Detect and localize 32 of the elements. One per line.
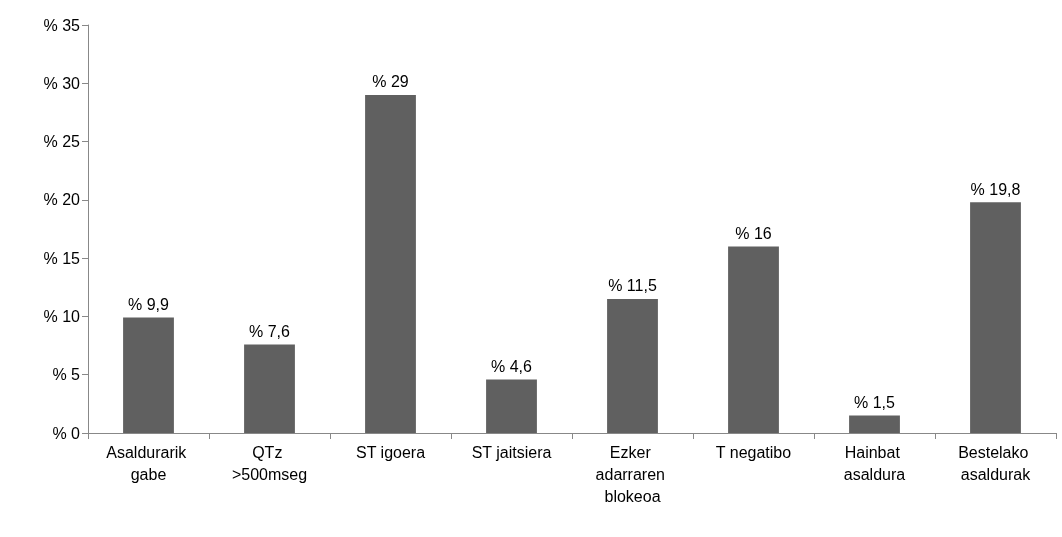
bar (365, 94, 416, 433)
bar (728, 246, 779, 433)
data-label: % 1,5 (854, 394, 896, 412)
data-label: % 19,8 (970, 180, 1021, 198)
x-tick-label: QTz >500mseg (231, 443, 308, 483)
y-tick-label: % 0 (52, 424, 81, 442)
bar (849, 415, 900, 433)
x-tick-label: Bestelako asaldurak (958, 443, 1033, 483)
bar (486, 379, 537, 433)
y-tick-label: % 35 (43, 16, 81, 34)
x-tick-label: ST jaitsiera (471, 443, 552, 461)
y-tick-label: % 5 (52, 366, 81, 384)
x-tick-label: Hainbat asaldura (843, 443, 906, 483)
bar (970, 202, 1021, 433)
y-tick-label: % 30 (43, 74, 81, 92)
data-label: % 16 (735, 224, 772, 242)
bar (244, 344, 295, 433)
y-tick-label: % 15 (43, 249, 81, 267)
x-tick-label: T negatibo (715, 443, 792, 461)
y-tick-label: % 20 (43, 191, 81, 209)
y-tick-label: % 25 (43, 133, 81, 151)
data-label: % 11,5 (608, 277, 657, 295)
bar (123, 317, 174, 433)
bar (607, 298, 658, 433)
x-tick-label: Asaldurarik gabe (106, 443, 191, 483)
y-tick-label: % 10 (43, 307, 81, 325)
x-tick-label: ST igoera (355, 443, 426, 461)
data-label: % 4,6 (491, 357, 533, 375)
data-label: % 9,9 (128, 296, 170, 314)
data-label: % 29 (372, 73, 409, 91)
x-tick-label: Ezker adarraren blokeoa (595, 443, 670, 505)
data-label: % 7,6 (249, 322, 291, 340)
